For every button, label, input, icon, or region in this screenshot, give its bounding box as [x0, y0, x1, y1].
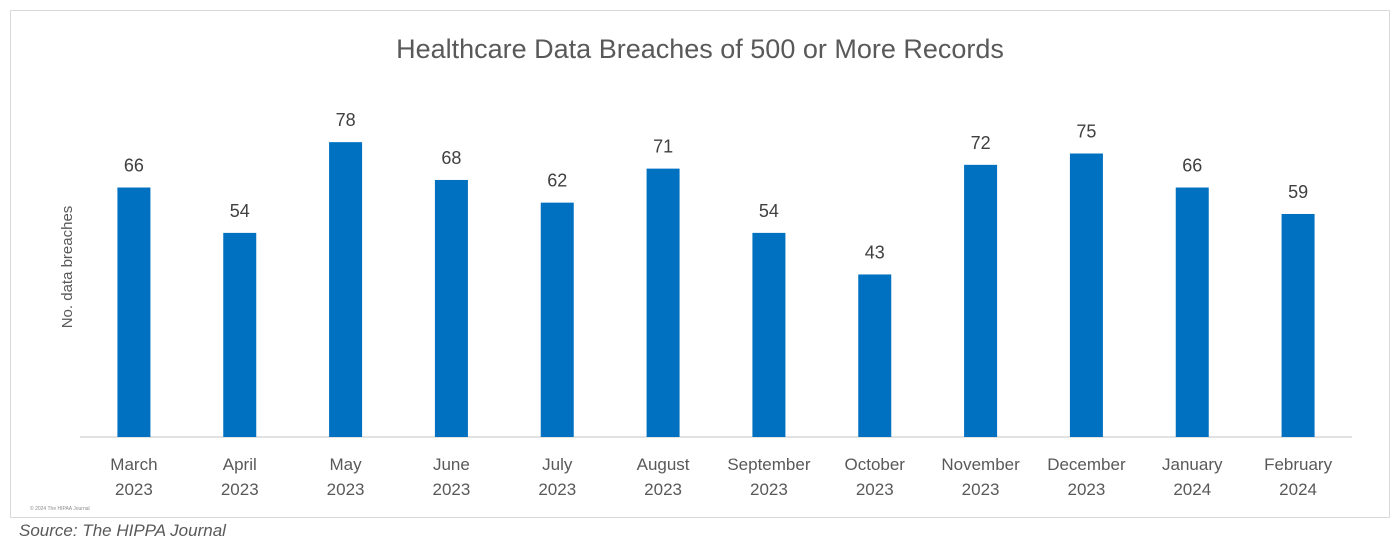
bar-value-label: 43	[865, 242, 885, 262]
x-tick-label: 2023	[221, 480, 259, 499]
x-tick-label: November	[941, 455, 1020, 474]
x-tick-label: December	[1047, 455, 1126, 474]
x-tick-label: 2023	[115, 480, 153, 499]
chart-title: Healthcare Data Breaches of 500 or More …	[396, 34, 1004, 64]
x-tick-label: June	[433, 455, 470, 474]
y-axis-label: No. data breaches	[59, 206, 76, 329]
x-tick-label: 2023	[327, 480, 365, 499]
bar	[1175, 187, 1209, 437]
bar	[223, 232, 257, 437]
bar-value-label: 66	[124, 156, 144, 176]
bar-value-label: 66	[1182, 156, 1202, 176]
bar-value-label: 59	[1288, 182, 1308, 202]
bar	[752, 232, 786, 437]
bar	[1069, 153, 1103, 437]
x-tick-label: September	[727, 455, 810, 474]
x-tick-label: 2023	[962, 480, 1000, 499]
x-tick-label: 2023	[1068, 480, 1106, 499]
bar	[858, 274, 892, 437]
x-tick-label: 2023	[856, 480, 894, 499]
x-tick-label: 2023	[433, 480, 471, 499]
bar	[434, 179, 468, 437]
x-tick-label: 2024	[1279, 480, 1317, 499]
bar	[329, 142, 363, 437]
x-tick-label: January	[1162, 455, 1223, 474]
bar-value-label: 68	[441, 148, 461, 168]
bar-value-label: 71	[653, 137, 673, 157]
x-tick-label: 2023	[644, 480, 682, 499]
bar-value-label: 62	[547, 171, 567, 191]
x-tick-label: 2023	[538, 480, 576, 499]
bar	[646, 168, 680, 437]
x-tick-label: August	[637, 455, 690, 474]
x-tick-label: July	[542, 455, 573, 474]
watermark: © 2024 The HIPAA Journal	[30, 505, 90, 512]
bar	[964, 164, 998, 437]
x-tick-label: February	[1264, 455, 1333, 474]
bar-value-label: 54	[230, 201, 250, 221]
x-tick-label: 2023	[750, 480, 788, 499]
x-tick-label: October	[845, 455, 906, 474]
x-tick-label: 2024	[1173, 480, 1211, 499]
x-tick-label: March	[110, 455, 157, 474]
x-tick-label: April	[223, 455, 257, 474]
source-note: Source: The HIPPA Journal	[19, 521, 226, 540]
bar-value-label: 78	[336, 110, 356, 130]
bar	[540, 202, 574, 437]
bar	[117, 187, 151, 437]
x-tick-label: May	[330, 455, 363, 474]
bar	[1281, 213, 1315, 437]
bar-value-label: 54	[759, 201, 779, 221]
bar-value-label: 72	[971, 133, 991, 153]
bar-value-label: 75	[1076, 122, 1096, 142]
